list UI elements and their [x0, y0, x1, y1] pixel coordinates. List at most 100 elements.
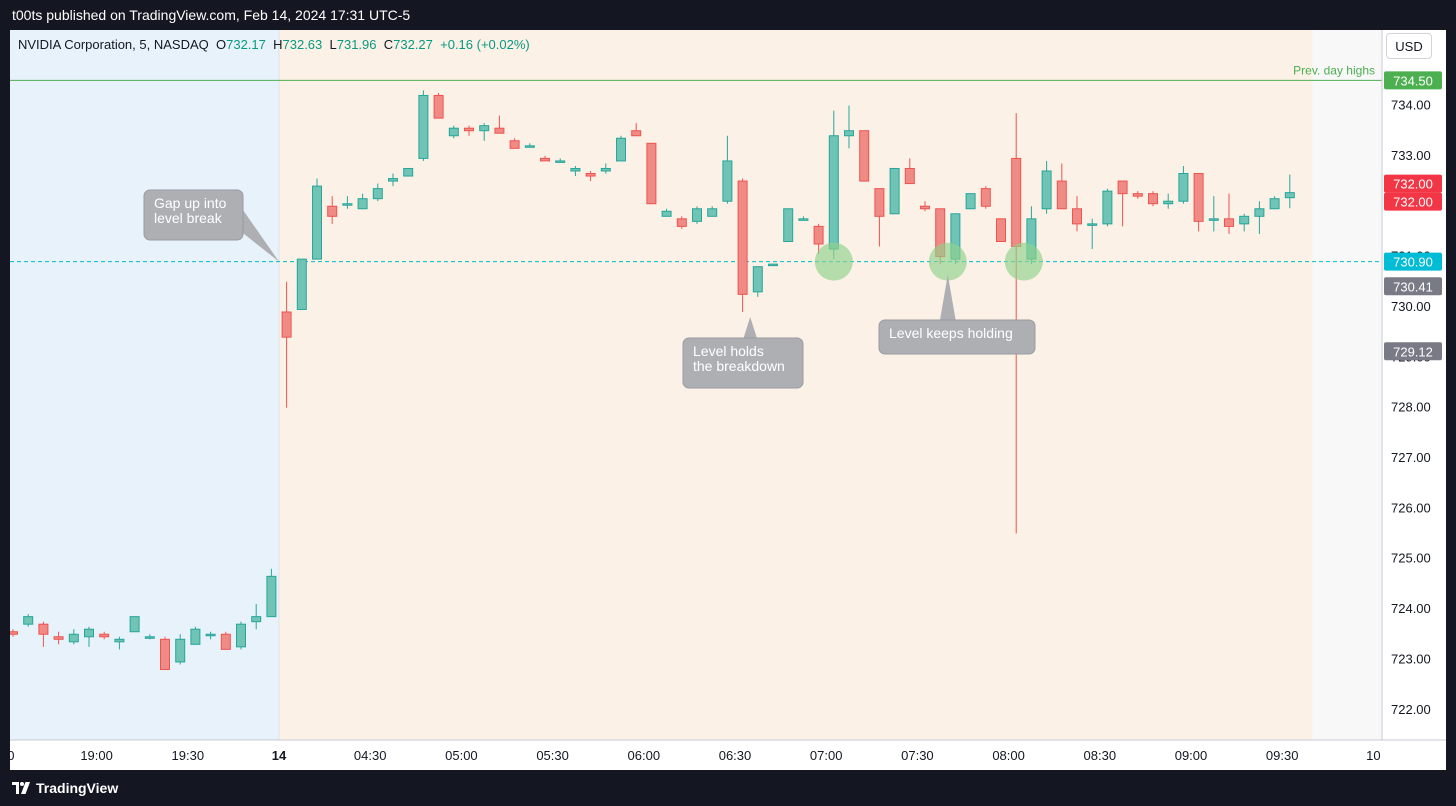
y-tick-label: 728.00 [1391, 400, 1431, 415]
candle-body [692, 208, 702, 222]
published-by-text: t00ts published on TradingView.com, Feb … [12, 7, 411, 23]
candle [1193, 173, 1204, 232]
candle [1254, 201, 1265, 234]
candle [114, 636, 125, 650]
open-label: O [215, 37, 227, 52]
tradingview-logo-icon [12, 782, 30, 794]
candle [99, 631, 110, 640]
candle [1102, 188, 1113, 227]
candle-body [372, 188, 383, 200]
x-tick-label: 05:00 [445, 748, 478, 763]
candle-body [1239, 215, 1250, 225]
x-tick-label: 19:30 [172, 748, 205, 763]
candle [479, 123, 490, 141]
price-badge-text: 734.50 [1393, 73, 1433, 88]
candle-body [1193, 173, 1204, 222]
candle-body [798, 218, 809, 221]
candles [8, 90, 1295, 671]
candle [1072, 196, 1082, 232]
candle [84, 626, 94, 647]
candle [68, 629, 79, 645]
x-tick-label: 09:30 [1266, 748, 1299, 763]
candle-body [631, 130, 642, 137]
candle [1148, 191, 1158, 207]
candle-body [327, 205, 338, 217]
callout-gap-up-box [143, 189, 244, 241]
y-tick-label: 723.00 [1391, 651, 1431, 666]
candle [509, 138, 520, 149]
candle [1239, 213, 1250, 232]
candle [342, 196, 353, 209]
y-tick-label: 722.00 [1391, 702, 1431, 717]
candle-body [1087, 223, 1098, 226]
candle-body [448, 127, 459, 137]
candle [752, 266, 763, 297]
right-border [1446, 30, 1456, 770]
x-tick-label: 06:00 [628, 748, 661, 763]
candle-body [220, 633, 231, 650]
candle-body [418, 94, 429, 159]
axes: 735.00734.00733.00732.00731.00730.00729.… [0, 30, 1456, 770]
candle-body [859, 130, 870, 182]
candle [874, 188, 885, 247]
candle-body [600, 167, 611, 172]
candle-body [616, 137, 626, 162]
candle [1224, 193, 1234, 234]
candle-body [266, 575, 277, 618]
price-badges: 734.50 732.00 732.00 730.90 730.41 729.12 [1384, 71, 1442, 361]
tradingview-brand[interactable]: TradingView [12, 780, 118, 796]
candle-body [388, 178, 398, 182]
candle-body [707, 208, 718, 217]
price-badge-text: 730.41 [1393, 279, 1433, 294]
candle [524, 143, 535, 148]
price-badge-box [1384, 277, 1442, 296]
y-tick-label: 734.00 [1391, 98, 1431, 113]
price-badge-text: 730.90 [1393, 255, 1433, 270]
x-tick-label: 06:30 [719, 748, 752, 763]
candle-body [114, 638, 125, 643]
candle [996, 218, 1006, 242]
candle [646, 142, 657, 205]
candle [327, 196, 338, 224]
candle [798, 216, 809, 221]
candle [281, 281, 292, 408]
currency-button[interactable]: USD [1386, 33, 1432, 59]
candle-body [403, 167, 414, 177]
candle [1269, 196, 1280, 210]
level-hold-markers [814, 242, 1043, 281]
callout-level-holds-text: the breakdown [693, 358, 785, 374]
candle-body [722, 160, 733, 202]
prev-day-high-label: Prev. day highs [1293, 63, 1375, 77]
candle [38, 621, 49, 647]
x-tick-label: 09:00 [1175, 748, 1208, 763]
candle [357, 193, 368, 210]
candle [144, 634, 155, 640]
candle-body [53, 636, 64, 640]
candle [312, 178, 322, 260]
candle-body [570, 167, 581, 172]
candle-body [357, 198, 368, 210]
symbol-title[interactable]: NVIDIA Corporation, 5, NASDAQ [18, 37, 209, 52]
callout-level-keeps-holding: Level keeps holding [878, 274, 1036, 355]
candle [768, 263, 778, 267]
x-tick-label: 07:30 [901, 748, 934, 763]
candle [236, 621, 246, 650]
callout-level-holds-pointer [743, 316, 758, 339]
callout-gap-up-text: level break [154, 210, 223, 226]
candle-body [312, 185, 322, 260]
candle-body [1163, 200, 1174, 205]
candle-body [38, 623, 49, 635]
candle [53, 631, 64, 645]
session-post-background [1312, 30, 1382, 740]
y-tick-label: 730.00 [1391, 299, 1431, 314]
candle-body [646, 142, 657, 205]
candle-body [1269, 198, 1280, 210]
price-badge-text: 732.00 [1393, 195, 1433, 210]
candle-body [1254, 208, 1265, 217]
candle-body [296, 258, 307, 310]
candle-body [783, 208, 794, 242]
candle-body [540, 157, 550, 162]
